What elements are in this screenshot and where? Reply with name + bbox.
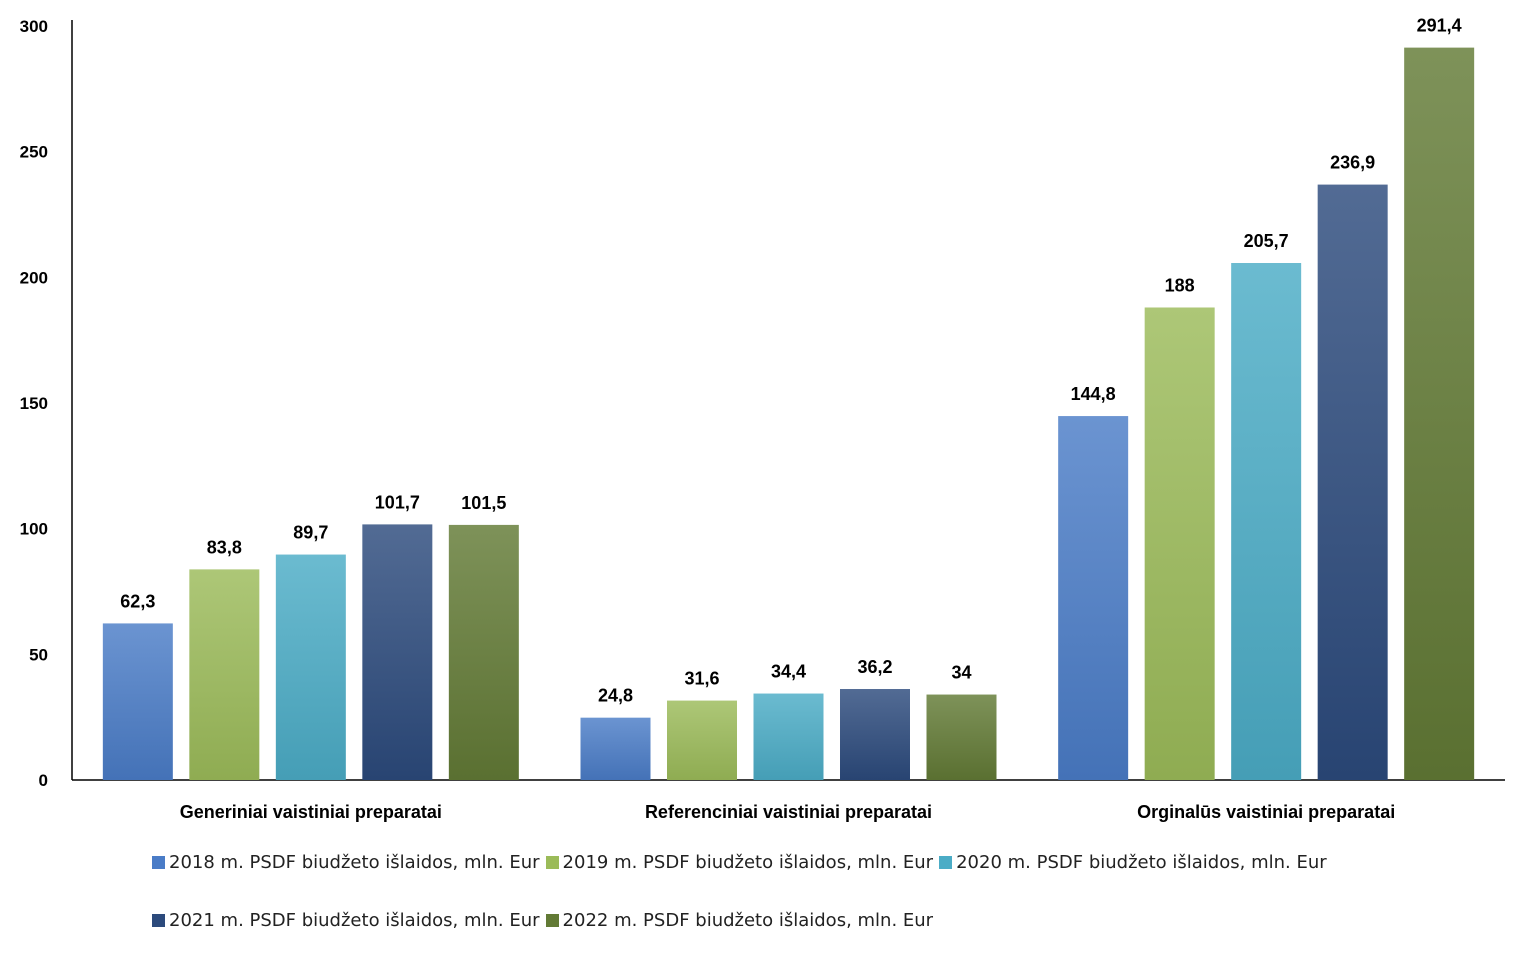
x-axis-categories: Generiniai vaistiniai preparatai Referenc… <box>180 802 1395 822</box>
bar <box>1317 184 1388 781</box>
bar <box>1058 416 1129 780</box>
data-labels: 62,3 83,8 89,7 101,7 101,5 24,8 31,6 34,4 36,2 34… <box>120 16 1461 706</box>
legend-swatch <box>152 913 165 927</box>
y-tick-label: 50 <box>29 645 48 664</box>
y-tick-label: 150 <box>20 394 48 413</box>
legend-item: 2020 m. PSDF biudžeto išlaidos, mln. Eur <box>939 852 1327 873</box>
legend: 2018 m. PSDF biudžeto išlaidos, mln. Eur… <box>152 852 1452 968</box>
legend-row: 2018 m. PSDF biudžeto išlaidos, mln. Eur… <box>152 851 1452 873</box>
bar <box>102 623 173 780</box>
legend-swatch <box>939 855 953 869</box>
bar <box>362 524 433 780</box>
data-label: 24,8 <box>598 686 633 706</box>
y-tick-label: 100 <box>20 520 48 539</box>
bars <box>102 47 1475 781</box>
data-label: 34,4 <box>771 662 806 682</box>
data-label: 36,2 <box>857 657 892 677</box>
bar <box>1404 47 1475 780</box>
bar <box>448 524 519 780</box>
x-category-label: Generiniai vaistiniai preparatai <box>180 802 442 822</box>
legend-item: 2018 m. PSDF biudžeto išlaidos, mln. Eur <box>152 852 540 873</box>
data-label: 291,4 <box>1417 16 1462 36</box>
y-tick-label: 0 <box>39 771 48 790</box>
data-label: 83,8 <box>207 537 242 557</box>
legend-swatch <box>545 913 559 927</box>
legend-swatch <box>152 855 165 869</box>
bar <box>189 569 260 780</box>
y-tick-label: 200 <box>20 268 48 287</box>
bar <box>926 694 997 780</box>
bar-chart: 0 50 100 150 200 250 300 62,3 83,8 89,7 101,7 101,… <box>20 16 1505 822</box>
data-label: 144,8 <box>1071 384 1116 404</box>
x-category-label: Referenciniai vaistiniai preparatai <box>645 802 932 822</box>
bar <box>753 693 824 780</box>
bar <box>275 554 346 780</box>
legend-label: 2021 m. PSDF biudžeto išlaidos, mln. Eur <box>169 909 540 931</box>
legend-row: 2021 m. PSDF biudžeto išlaidos, mln. Eur… <box>152 909 1452 931</box>
data-label: 205,7 <box>1244 231 1289 251</box>
legend-label: 2018 m. PSDF biudžeto išlaidos, mln. Eur <box>169 851 540 873</box>
x-category-label: Orginalūs vaistiniai preparatai <box>1137 802 1395 822</box>
y-tick-label: 250 <box>20 143 48 162</box>
data-label: 236,9 <box>1330 153 1375 173</box>
data-label: 31,6 <box>684 669 719 689</box>
bar <box>667 700 737 780</box>
legend-item: 2019 m. PSDF biudžeto išlaidos, mln. Eur <box>545 851 934 873</box>
data-label: 34 <box>951 663 971 683</box>
bar <box>840 689 910 780</box>
data-label: 188 <box>1165 275 1195 295</box>
bar <box>1231 263 1302 780</box>
legend-label: 2022 m. PSDF biudžeto išlaidos, mln. Eur <box>562 909 934 931</box>
legend-item: 2022 m. PSDF biudžeto išlaidos, mln. Eur <box>545 909 934 931</box>
data-label: 89,7 <box>293 523 328 543</box>
legend-item: 2021 m. PSDF biudžeto išlaidos, mln. Eur <box>152 910 540 931</box>
bar <box>1144 307 1215 780</box>
data-label: 62,3 <box>120 591 155 611</box>
legend-swatch <box>545 855 559 869</box>
data-label: 101,7 <box>375 492 420 512</box>
y-tick-label: 300 <box>20 17 48 36</box>
legend-label: 2019 m. PSDF biudžeto išlaidos, mln. Eur <box>562 851 934 873</box>
legend-label: 2020 m. PSDF biudžeto išlaidos, mln. Eur <box>956 851 1327 873</box>
bar <box>580 717 651 780</box>
data-label: 101,5 <box>461 493 506 513</box>
